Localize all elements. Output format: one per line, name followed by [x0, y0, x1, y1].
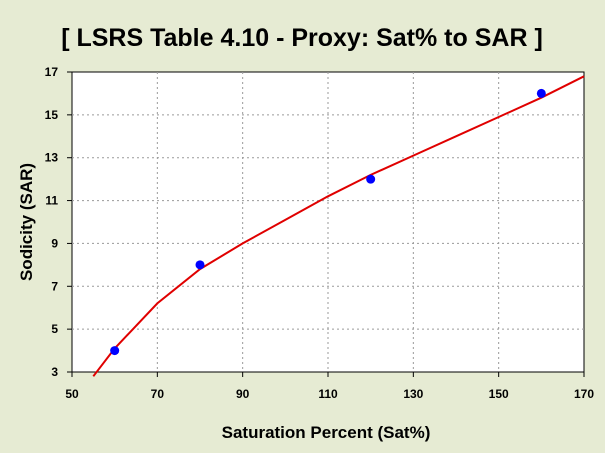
- x-tick-label: 90: [236, 387, 250, 401]
- x-tick-label: 150: [489, 387, 509, 401]
- y-tick-label: 7: [51, 279, 58, 293]
- data-marks: [92, 75, 585, 377]
- x-tick-label: 170: [574, 387, 594, 401]
- data-point: [536, 88, 546, 98]
- x-tick-label: 70: [151, 387, 165, 401]
- data-point: [195, 260, 205, 270]
- y-tick-label: 17: [45, 65, 59, 79]
- data-point: [110, 346, 120, 356]
- y-tick-label: 9: [51, 236, 58, 250]
- fit-curve-line: [92, 75, 585, 377]
- chart-title: [ LSRS Table 4.10 - Proxy: Sat% to SAR ]: [61, 24, 543, 52]
- y-tick-label: 11: [45, 194, 58, 208]
- y-tick-label: 13: [45, 151, 59, 165]
- data-point: [366, 174, 376, 184]
- x-tick-label: 50: [65, 387, 79, 401]
- x-tick-label: 130: [403, 387, 423, 401]
- x-axis-title: Saturation Percent (Sat%): [222, 423, 431, 442]
- gridlines: [72, 72, 584, 372]
- x-tick-label: 110: [318, 387, 338, 401]
- axis-ticks: 50 70 90 110 130 150 170 3 5 7 9 11 13 15 17: [45, 65, 595, 401]
- y-tick-label: 5: [51, 322, 58, 336]
- y-tick-label: 3: [51, 365, 58, 379]
- y-axis-title: Sodicity (SAR): [17, 163, 36, 281]
- y-tick-label: 15: [45, 108, 59, 122]
